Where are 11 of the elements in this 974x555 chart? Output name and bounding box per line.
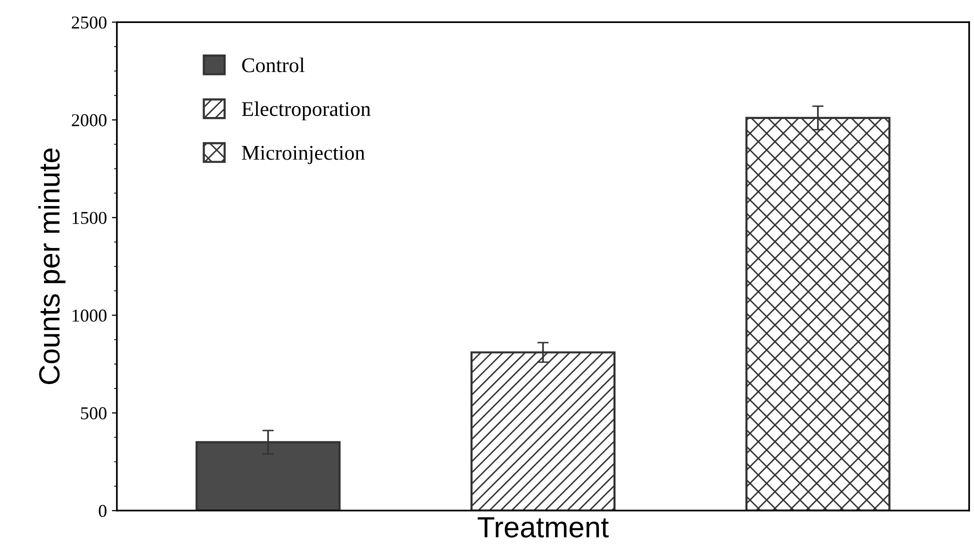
y-tick-label: 1000 [72, 309, 106, 322]
legend-label: Control [242, 58, 305, 72]
y-tick-label: 1500 [72, 212, 106, 224]
legend-label: Electroporation [242, 101, 371, 120]
y-tick-label: 2000 [72, 114, 106, 126]
legend-label: Microinjection [242, 146, 365, 164]
y-tick-label: 500 [81, 407, 106, 420]
y-tick-label: 0 [98, 504, 106, 518]
x-axis-title: Treatment [478, 517, 609, 538]
y-axis-title: Counts per minute [38, 148, 66, 384]
y-tick-label: 2500 [72, 16, 106, 29]
